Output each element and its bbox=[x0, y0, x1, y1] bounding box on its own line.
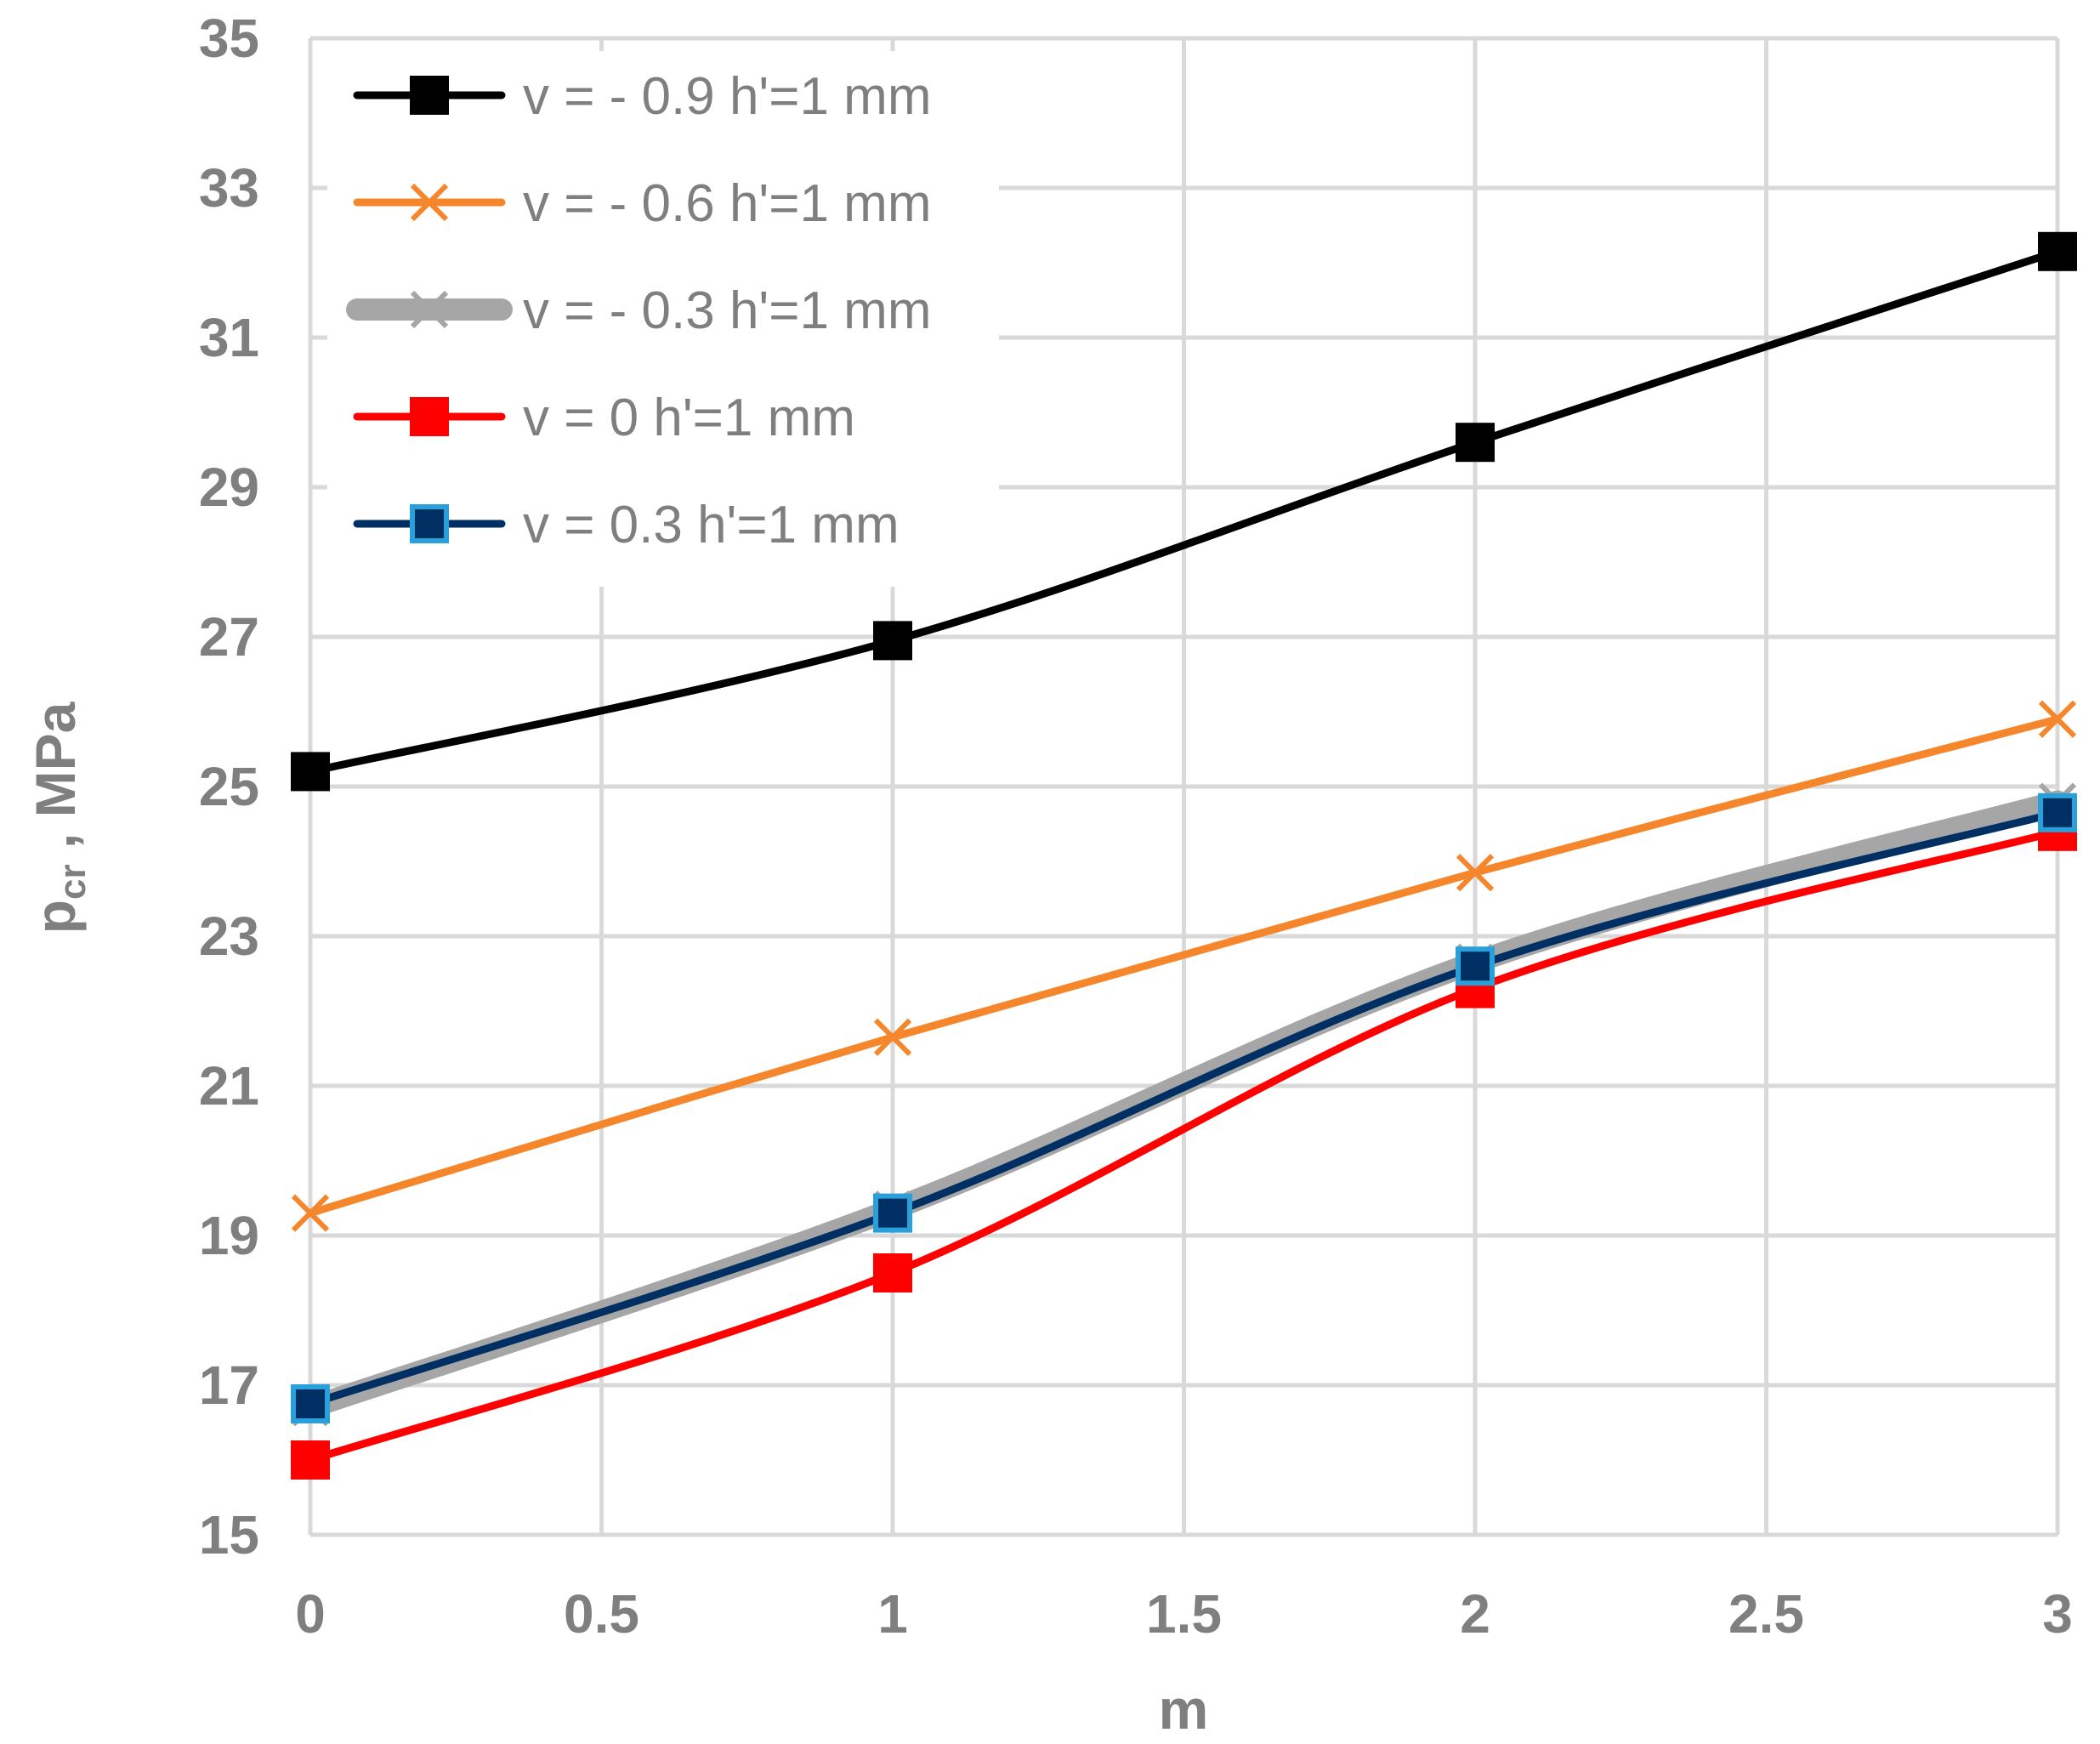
legend-label: v = 0.3 h'=1 mm bbox=[523, 496, 900, 554]
x-tick-label: 3 bbox=[2042, 1583, 2073, 1645]
data-point-marker bbox=[873, 1193, 912, 1233]
data-point-marker bbox=[873, 621, 912, 661]
x-tick-label: 2.5 bbox=[1728, 1583, 1804, 1645]
data-point-marker bbox=[291, 1384, 330, 1423]
series-line bbox=[306, 247, 2062, 775]
y-tick-label: 31 bbox=[199, 307, 259, 368]
data-point-marker bbox=[2038, 792, 2077, 832]
data-point-marker bbox=[291, 1440, 330, 1480]
data-point-marker bbox=[873, 1253, 912, 1292]
legend-entry: v = - 0.3 h'=1 mm bbox=[346, 281, 931, 340]
series-1 bbox=[291, 700, 2077, 1232]
series-layer bbox=[291, 231, 2077, 1480]
x-tick-label: 1.5 bbox=[1146, 1583, 1222, 1645]
y-tick-label: 33 bbox=[199, 157, 259, 219]
x-tick-label: 2 bbox=[1460, 1583, 1490, 1645]
legend-label: v = - 0.3 h'=1 mm bbox=[523, 281, 931, 340]
x-tick-label: 0 bbox=[295, 1583, 326, 1645]
data-point-marker bbox=[1456, 423, 1495, 463]
series-4 bbox=[291, 792, 2077, 1423]
data-point-legend-marker bbox=[410, 290, 449, 329]
y-axis-ticks: 15 17 19 21 23 25 27 29 31 33 35 bbox=[199, 8, 259, 1565]
y-tick-label: 19 bbox=[199, 1205, 259, 1266]
x-axis-ticks: 0 0.5 1 1.5 2 2.5 3 bbox=[295, 1583, 2073, 1645]
data-point-marker bbox=[2038, 700, 2077, 738]
y-axis-title-subscript: cr bbox=[52, 864, 94, 900]
x-tick-label: 0.5 bbox=[564, 1583, 639, 1645]
y-tick-label: 15 bbox=[199, 1504, 259, 1565]
legend: v = - 0.9 h'=1 mm v = - 0.6 h'=1 mm v = - … bbox=[346, 67, 931, 554]
series-0 bbox=[291, 231, 2077, 792]
series-line bbox=[306, 809, 2062, 1408]
data-point-legend-marker bbox=[410, 397, 449, 436]
y-tick-label: 23 bbox=[199, 906, 259, 967]
y-tick-label: 21 bbox=[199, 1055, 259, 1116]
y-tick-label: 27 bbox=[199, 606, 259, 667]
y-tick-label: 29 bbox=[199, 457, 259, 518]
data-point-marker bbox=[1456, 854, 1495, 892]
y-axis-title: pcr , MPa bbox=[24, 701, 94, 934]
legend-label: v = 0 h'=1 mm bbox=[523, 389, 855, 447]
data-point-marker bbox=[1456, 946, 1495, 986]
legend-label: v = - 0.9 h'=1 mm bbox=[523, 67, 931, 126]
data-point-legend-marker bbox=[410, 76, 449, 115]
data-point-marker bbox=[873, 1018, 912, 1056]
legend-entry: v = - 0.9 h'=1 mm bbox=[353, 67, 931, 126]
data-point-legend-marker bbox=[410, 183, 449, 222]
data-point-marker bbox=[2038, 231, 2077, 271]
data-point-legend-marker bbox=[410, 504, 449, 543]
y-tick-label: 25 bbox=[199, 756, 259, 817]
legend-label: v = - 0.6 h'=1 mm bbox=[523, 174, 931, 233]
series-line bbox=[306, 715, 2062, 1218]
x-axis-title: m bbox=[1159, 1678, 1209, 1741]
series-line bbox=[306, 827, 2062, 1464]
legend-entry: v = 0.3 h'=1 mm bbox=[353, 496, 900, 554]
y-axis-title-main: p bbox=[24, 900, 87, 934]
y-axis-title-units: , MPa bbox=[24, 701, 87, 864]
data-point-marker bbox=[291, 1194, 330, 1232]
legend-entry: v = 0 h'=1 mm bbox=[353, 389, 855, 447]
legend-entry: v = - 0.6 h'=1 mm bbox=[353, 174, 931, 233]
y-tick-label: 17 bbox=[199, 1355, 259, 1416]
x-tick-label: 1 bbox=[877, 1583, 908, 1645]
y-tick-label: 35 bbox=[199, 8, 259, 69]
data-point-marker bbox=[291, 752, 330, 792]
